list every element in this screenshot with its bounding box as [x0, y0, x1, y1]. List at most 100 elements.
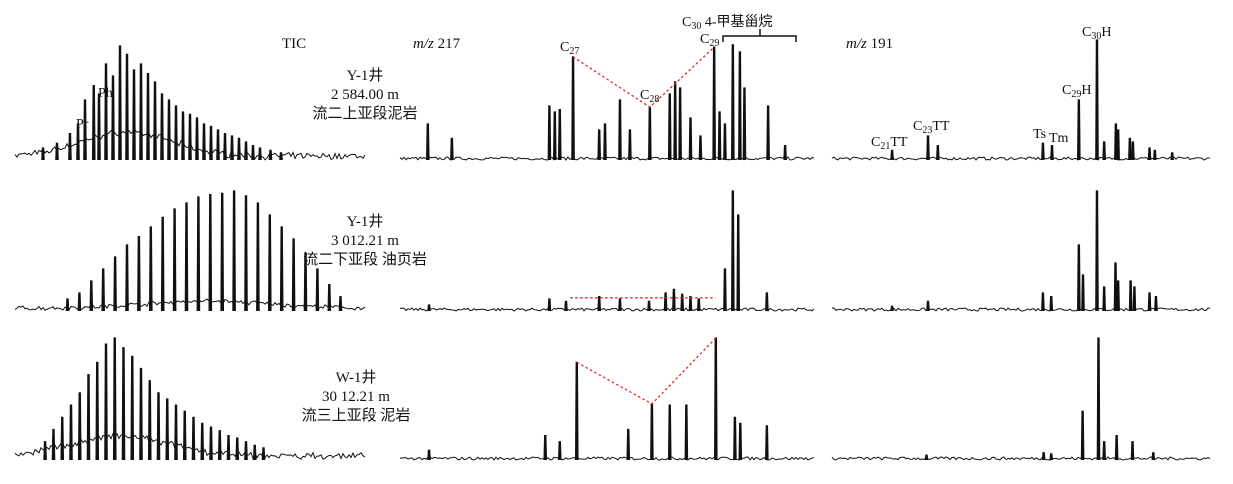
mz191-peak: [1096, 337, 1101, 461]
tic-peak: [230, 135, 234, 161]
sample-caption-3: W-1井 30 12.21 m 流三上亚段 泥岩: [302, 369, 411, 424]
mz217-peak: [564, 300, 568, 312]
mz191-peak: [1130, 441, 1135, 461]
tic-peak: [279, 152, 283, 161]
tic-peak: [200, 422, 205, 461]
column-title-mz217: m/z 217: [413, 36, 461, 52]
mz191-peak: [1081, 274, 1085, 312]
tic-peak: [167, 99, 171, 161]
tic-peak: [258, 147, 262, 161]
tic-baseline-trace: [14, 432, 366, 461]
mz191-peak: [890, 305, 894, 312]
tic-peak: [174, 404, 178, 461]
mz191-peak: [1147, 147, 1152, 161]
tic-peak: [77, 392, 82, 461]
mz217-baseline-trace: [399, 456, 815, 461]
tic-peak: [160, 93, 164, 161]
tic-peak: [252, 444, 257, 461]
tic-peak: [291, 238, 296, 312]
mz191-peak: [1116, 280, 1120, 312]
mz217-peak: [736, 214, 741, 312]
label-pr: Pr: [76, 117, 89, 132]
mz217-peak: [552, 111, 557, 161]
mz217-peak: [765, 292, 769, 312]
mz217-peak: [717, 111, 722, 161]
mz217-peak: [547, 298, 552, 312]
tic-peak: [327, 284, 332, 312]
tic-peak: [279, 226, 284, 312]
mz191-peak: [1041, 292, 1045, 312]
tic-peak: [208, 194, 213, 312]
mz191-peak: [1116, 129, 1120, 161]
mz191-peak: [1049, 296, 1054, 312]
tic-peak: [244, 441, 248, 461]
formation: 流二上亚段泥岩: [312, 105, 417, 122]
mz217-peak: [766, 105, 770, 161]
mz191-baseline-trace: [831, 156, 1211, 161]
mz217-peak: [571, 56, 575, 161]
mz217-peak: [723, 268, 727, 312]
mz217-baseline-trace: [399, 156, 815, 161]
label-tm: Tm: [1049, 131, 1069, 146]
mz191-peak: [1131, 141, 1135, 161]
mz217-peak: [731, 44, 735, 161]
mz217-peak: [738, 51, 742, 161]
tic-peak: [153, 81, 157, 161]
mz191-peak: [1095, 190, 1099, 312]
tic-peak: [268, 149, 273, 161]
mz191-peak: [1102, 441, 1106, 461]
tic-peak: [244, 141, 248, 161]
tic-peak: [101, 268, 105, 312]
mz191-peak: [1049, 453, 1054, 461]
tic-peak: [232, 190, 236, 312]
mz191-peak: [1102, 286, 1106, 312]
mz217-peak: [783, 145, 787, 161]
mz191-peak: [1170, 152, 1174, 161]
sterane-guide-line: [572, 46, 715, 109]
traces: [14, 39, 1211, 461]
tic-peak: [261, 447, 266, 461]
label-ph: Ph: [98, 86, 113, 101]
formation: 流二下亚段 油页岩: [303, 251, 427, 268]
tic-peak: [55, 142, 59, 161]
mz217-peak: [688, 296, 693, 312]
mz191-peak: [1153, 149, 1157, 161]
tic-peak: [256, 202, 260, 312]
mz217-peak: [688, 117, 693, 161]
mz217-peak: [733, 416, 737, 461]
mz217-baseline-trace: [399, 307, 815, 312]
mz217-peak: [650, 403, 654, 461]
mz217-peak: [680, 293, 684, 312]
label-c27: C27: [560, 40, 579, 57]
mz191-peak: [1095, 39, 1099, 161]
mz217-peak: [427, 304, 431, 312]
tic-peak: [146, 73, 150, 161]
tic-peak: [188, 113, 192, 161]
tic-peak: [217, 430, 222, 461]
tic-peak: [196, 196, 201, 312]
mz191-peak: [1041, 142, 1045, 161]
tic-peak: [195, 117, 199, 161]
depth: 2 584.00 m: [331, 87, 399, 103]
tic-peak: [91, 85, 96, 161]
tic-peak: [338, 296, 343, 312]
well-name: Y-1井: [347, 67, 384, 84]
mz217-peak: [667, 93, 672, 161]
column-title-mz191: m/z 191: [846, 36, 893, 52]
mz191-peak: [1151, 452, 1156, 461]
tic-peak: [235, 437, 240, 461]
mz217-peak: [543, 435, 548, 461]
mz191-baseline-trace: [832, 307, 1211, 312]
tic-peak: [65, 298, 70, 312]
methylsterane-bracket: [722, 29, 797, 42]
mz217-peak: [626, 428, 631, 461]
mz217-peak: [742, 87, 747, 161]
tic-peak: [156, 392, 161, 461]
mz191-peak: [936, 145, 940, 161]
mz217-peak: [557, 441, 562, 461]
mz217-peak: [684, 404, 689, 461]
tic-peak: [216, 129, 220, 161]
tic-peak: [139, 63, 143, 161]
mz191-peak: [1041, 452, 1046, 461]
